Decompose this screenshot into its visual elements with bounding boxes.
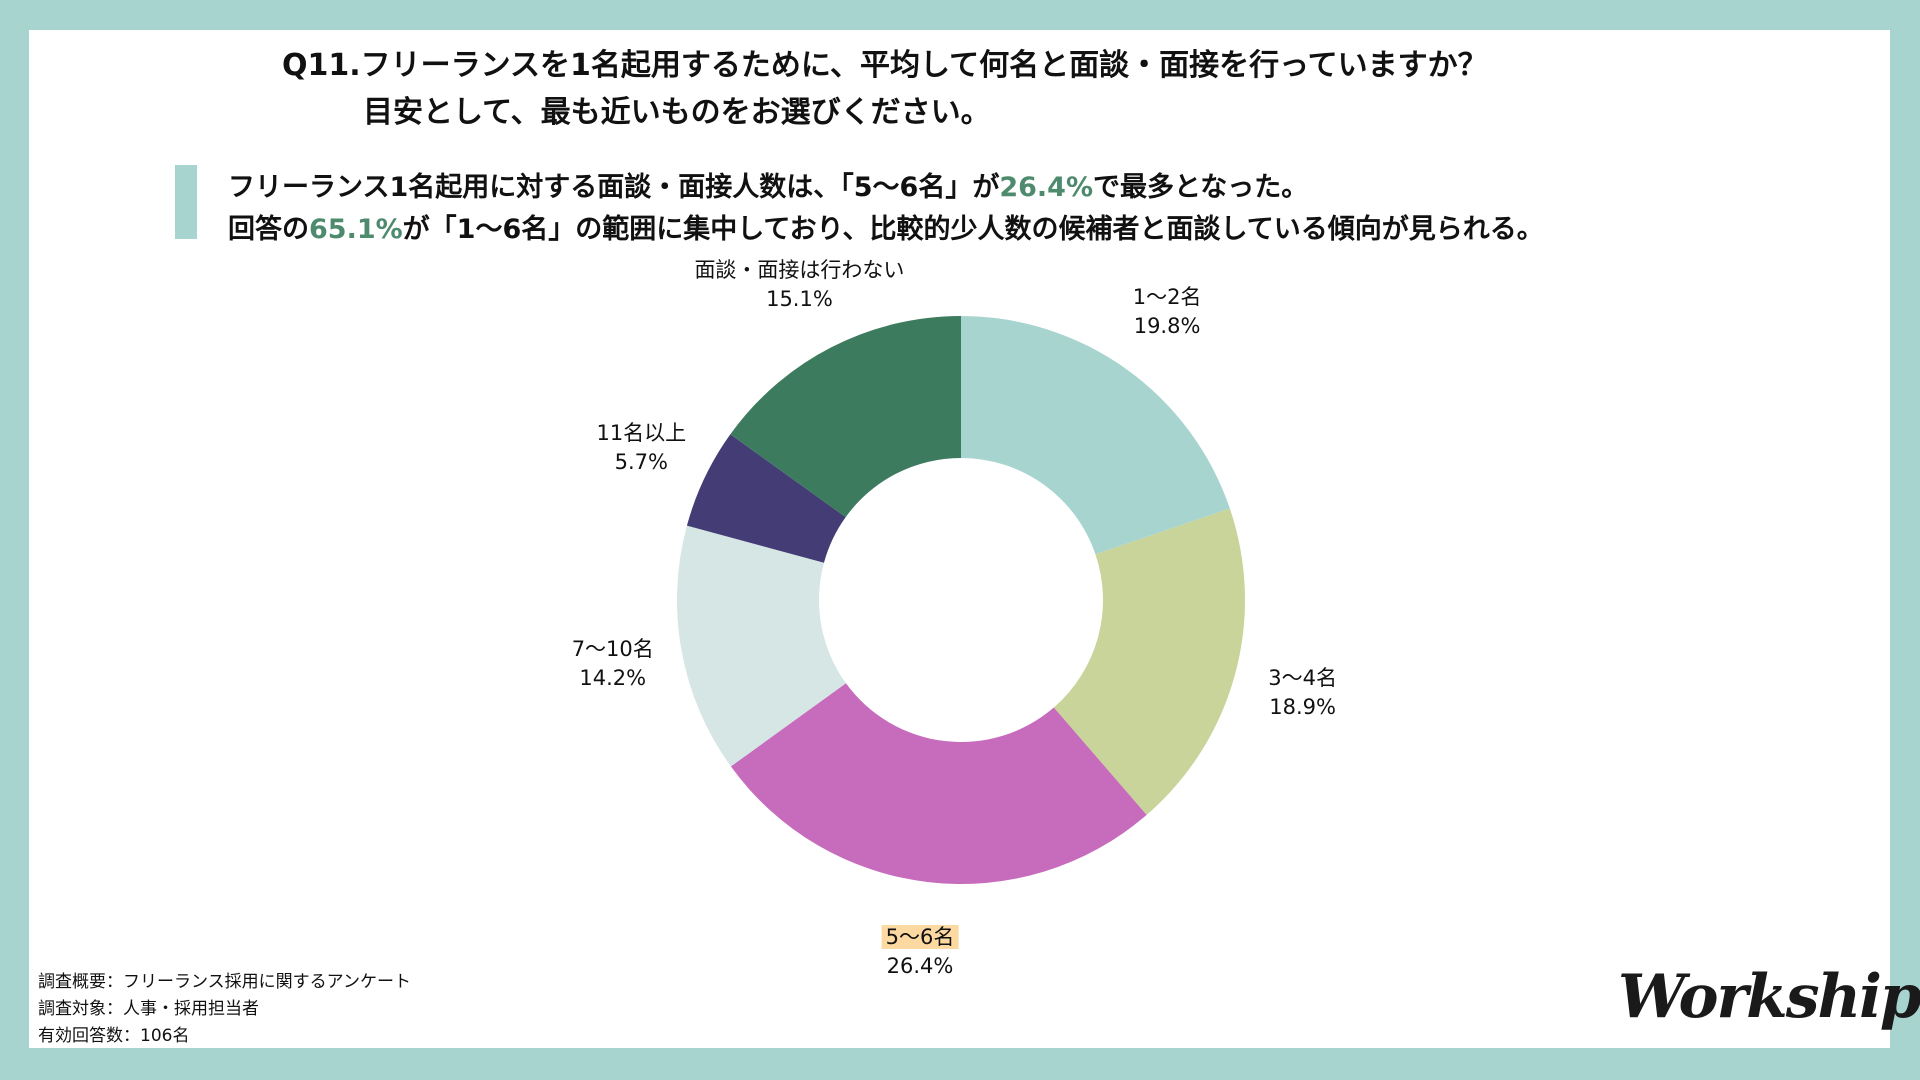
donut-slice bbox=[961, 316, 1230, 555]
slice-category: 3〜4名 bbox=[1268, 665, 1337, 690]
slice-category: 11名以上 bbox=[596, 420, 687, 445]
slice-label: 7〜10名 14.2% bbox=[572, 635, 654, 693]
donut-slice bbox=[686, 434, 846, 563]
summary-highlight: 65.1% bbox=[309, 214, 403, 245]
slice-category: 7〜10名 bbox=[571, 636, 654, 661]
question-title-line1: Q11.フリーランスを1名起用するために、平均して何名と面談・面接を行っています… bbox=[282, 48, 1488, 83]
slice-value: 15.1% bbox=[766, 287, 833, 311]
slice-value: 5.7% bbox=[614, 449, 669, 474]
summary-highlight: 26.4% bbox=[999, 172, 1093, 203]
summary-text: 回答の bbox=[228, 214, 309, 245]
slice-value: 14.2% bbox=[579, 665, 647, 690]
summary-text: で最多となった。 bbox=[1093, 172, 1309, 203]
summary-text: が「1〜6名」の範囲に集中しており、比較的少人数の候補者と面談している傾向が見ら… bbox=[402, 214, 1544, 245]
donut-slice bbox=[730, 683, 1147, 884]
slice-label: 1〜2名 19.8% bbox=[1133, 283, 1202, 341]
summary-text: フリーランス1名起用に対する面談・面接人数は、「5〜6名」が bbox=[228, 172, 1000, 203]
summary-accent-bar bbox=[175, 165, 197, 239]
summary-line1: フリーランス1名起用に対する面談・面接人数は、「5〜6名」が26.4%で最多とな… bbox=[228, 165, 1308, 204]
donut-slice bbox=[730, 316, 961, 518]
slice-category: 5〜6名 bbox=[881, 924, 959, 949]
slice-category: 面談・面接は行わない bbox=[694, 258, 905, 282]
slice-value: 26.4% bbox=[886, 953, 954, 978]
footer-overview: 調査概要：フリーランス採用に関するアンケート bbox=[38, 972, 411, 992]
question-title-line2: 目安として、最も近いものをお選びください。 bbox=[363, 95, 991, 130]
slice-label: 面談・面接は行わない 15.1% bbox=[694, 256, 904, 314]
slice-value: 19.8% bbox=[1133, 314, 1201, 339]
donut-slice bbox=[677, 525, 846, 767]
slice-category: 1〜2名 bbox=[1132, 285, 1202, 310]
footer-count: 有効回答数：106名 bbox=[38, 1026, 190, 1046]
slice-label: 3〜4名 18.9% bbox=[1268, 664, 1337, 722]
footer-target: 調査対象：人事・採用担当者 bbox=[38, 999, 259, 1019]
summary-line2: 回答の65.1%が「1〜6名」の範囲に集中しており、比較的少人数の候補者と面談し… bbox=[228, 207, 1544, 246]
slice-label: 11名以上 5.7% bbox=[596, 419, 686, 477]
slice-label: 5〜6名 26.4% bbox=[881, 923, 959, 981]
donut-slice bbox=[1053, 508, 1245, 815]
workship-logo: Workship bbox=[1618, 962, 1920, 1032]
slice-value: 18.9% bbox=[1269, 694, 1336, 719]
